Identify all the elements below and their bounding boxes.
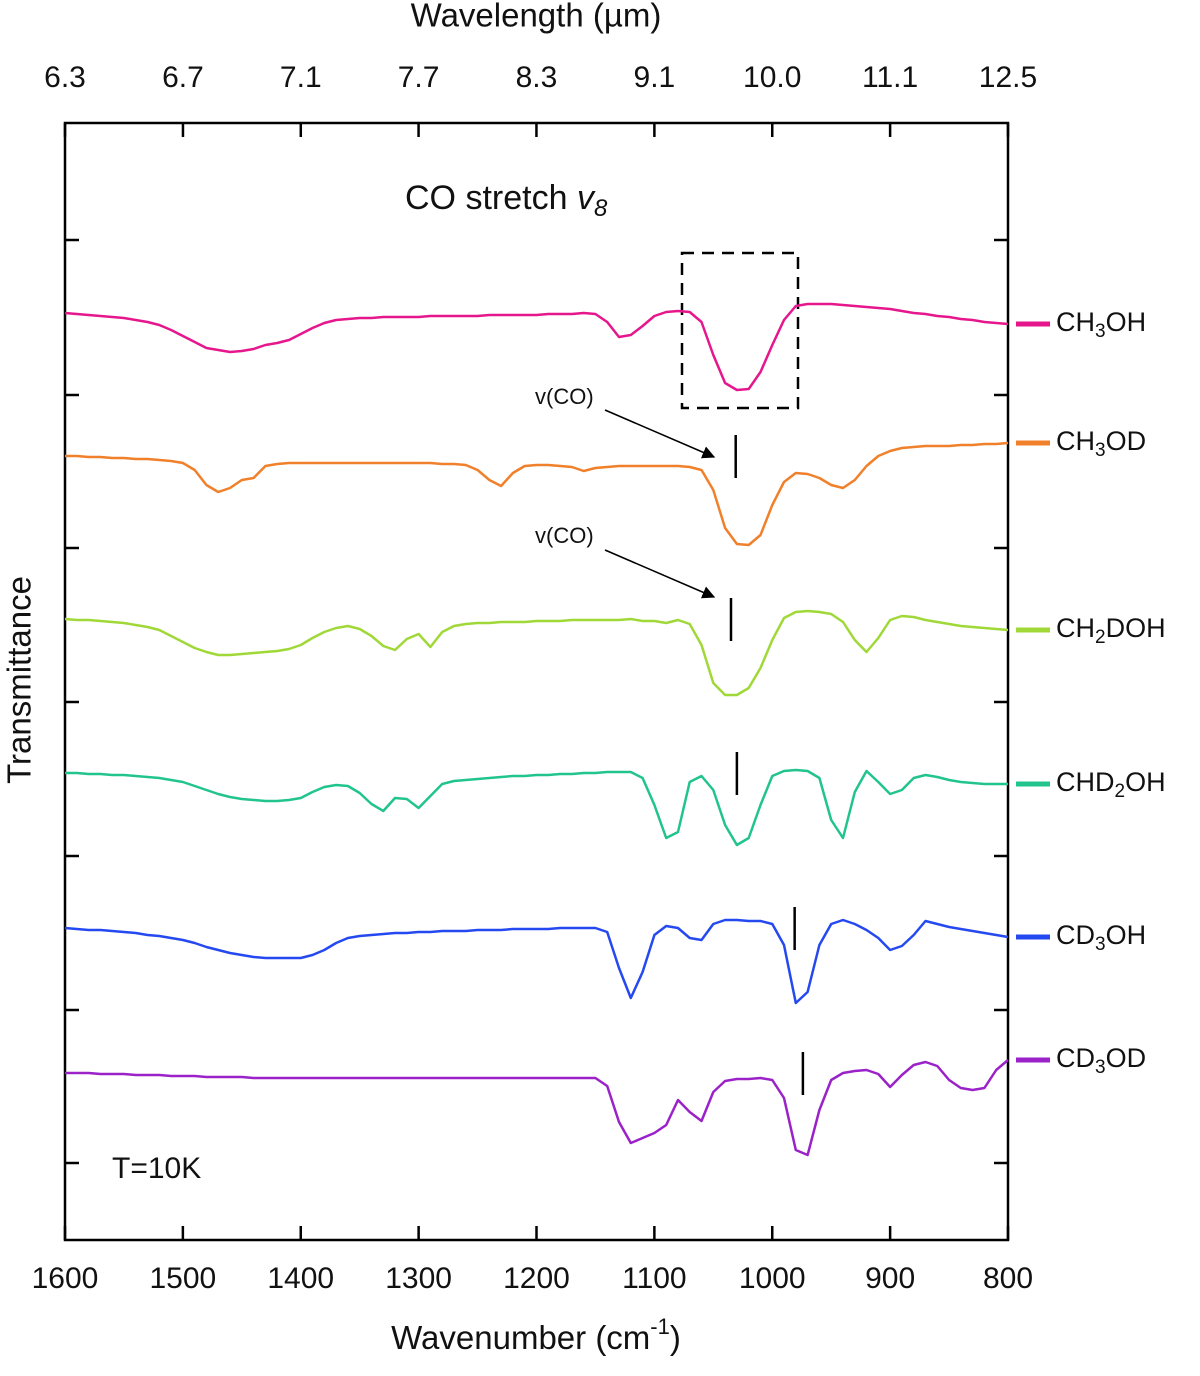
x2-tick-label: 6.3 bbox=[44, 61, 86, 94]
annotation-symbol: v bbox=[577, 179, 596, 217]
arrow bbox=[604, 409, 716, 459]
series-line bbox=[65, 768, 1008, 847]
x2-tick-label: 7.1 bbox=[280, 61, 322, 94]
band-label: v(CO) bbox=[535, 523, 594, 548]
legend-label: CH3OD bbox=[1056, 426, 1146, 461]
x-tick-label: 1200 bbox=[503, 1262, 570, 1295]
x2-tick-label: 10.0 bbox=[743, 61, 801, 94]
x2-tick-label: 11.1 bbox=[862, 61, 918, 94]
x2-tick-label: 6.7 bbox=[162, 61, 204, 94]
x-tick-label: 900 bbox=[865, 1262, 915, 1295]
annotation-text: CO stretch bbox=[405, 179, 577, 217]
legend-label: CD3OD bbox=[1056, 1043, 1146, 1078]
y-axis-label: Transmittance bbox=[1, 576, 38, 784]
temperature-label: T=10K bbox=[112, 1152, 201, 1185]
highlight-box bbox=[680, 251, 800, 410]
series-line bbox=[64, 609, 1009, 697]
x-tick-label: 1600 bbox=[32, 1262, 99, 1295]
legend-label: CHD2OH bbox=[1056, 767, 1166, 802]
x-tick-label: 800 bbox=[983, 1262, 1033, 1295]
x2-tick-label: 12.5 bbox=[979, 61, 1037, 94]
series-line bbox=[64, 302, 1009, 392]
x2-tick-label: 9.1 bbox=[634, 61, 676, 94]
x2-tick-label: 7.7 bbox=[398, 61, 440, 94]
x2-axis-label: Wavelength (µm) bbox=[411, 0, 662, 34]
band-label: v(CO) bbox=[535, 384, 594, 409]
x-tick-label: 1100 bbox=[622, 1262, 687, 1295]
plot-frame bbox=[63, 121, 1010, 1242]
x-axis-label: Wavenumber (cm-1) bbox=[391, 1314, 681, 1356]
legend-label: CH2DOH bbox=[1056, 613, 1166, 648]
series-line bbox=[64, 918, 1009, 1005]
legend-label: CD3OH bbox=[1056, 920, 1146, 955]
x-tick-label: 1000 bbox=[739, 1262, 806, 1295]
annotation-subscript: 8 bbox=[594, 195, 608, 222]
x-tick-label: 1300 bbox=[385, 1262, 452, 1295]
x-tick-label: 1400 bbox=[267, 1262, 334, 1295]
series-line bbox=[65, 441, 1009, 547]
x2-tick-label: 8.3 bbox=[516, 61, 558, 94]
legend-label: CH3OH bbox=[1056, 307, 1146, 342]
arrow bbox=[604, 549, 716, 599]
annotation: CO stretch v8 bbox=[405, 179, 608, 222]
x-tick-label: 1500 bbox=[150, 1262, 217, 1295]
series-line bbox=[65, 1059, 1009, 1157]
